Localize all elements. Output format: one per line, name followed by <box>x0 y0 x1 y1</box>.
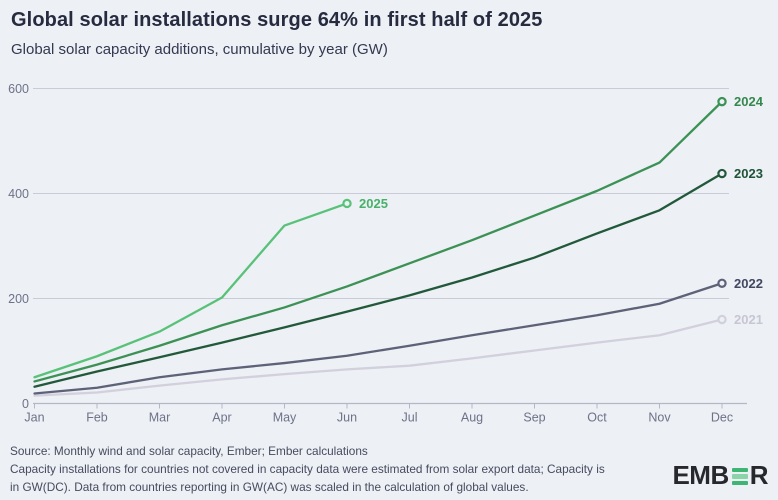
x-tick-label-Aug: Aug <box>461 411 483 425</box>
x-tick-label-Apr: Apr <box>212 411 231 425</box>
ember-logo-text-after: R <box>749 460 769 490</box>
series-endpoint-2024 <box>717 96 727 107</box>
page-subtitle: Global solar capacity additions, cumulat… <box>11 41 388 58</box>
series-line-2023 <box>33 172 724 388</box>
source-line: Source: Monthly wind and solar capacity,… <box>10 444 368 458</box>
series-label-2021: 2021 <box>734 312 763 327</box>
source-note: Source: Monthly wind and solar capacity,… <box>10 442 670 496</box>
page-title: Global solar installations surge 64% in … <box>11 9 543 31</box>
y-tick-label-200: 200 <box>8 292 29 306</box>
series-label-2025: 2025 <box>359 196 388 211</box>
series-endpoint-2023 <box>717 168 727 179</box>
x-tick-label-May: May <box>273 411 297 425</box>
series-line-2025 <box>33 202 349 379</box>
y-tick-label-600: 600 <box>8 82 29 96</box>
source-line: in GW(DC). Data from countries reporting… <box>10 480 529 494</box>
source-line: Capacity installations for countries not… <box>10 462 605 476</box>
y-tick-label-0: 0 <box>22 397 29 411</box>
ember-logo: EMB R <box>672 462 768 488</box>
x-tick-label-Jul: Jul <box>402 411 418 425</box>
x-tick-label-Dec: Dec <box>711 411 733 425</box>
series-line-2021 <box>33 318 724 397</box>
x-tick-label-Nov: Nov <box>648 411 671 425</box>
series-endpoint-2022 <box>717 278 727 288</box>
x-tick-label-Jan: Jan <box>24 411 44 425</box>
x-tick-label-Sep: Sep <box>523 411 545 425</box>
series-label-2024: 2024 <box>734 94 764 109</box>
y-tick-label-400: 400 <box>8 187 29 201</box>
series-endpoint-2021 <box>717 314 727 325</box>
series-line-2024 <box>33 100 724 383</box>
ember-logo-e-icon <box>731 467 748 486</box>
series-label-2023: 2023 <box>734 166 763 181</box>
ember-logo-text-before: EMB <box>672 460 729 490</box>
series-label-2022: 2022 <box>734 276 763 291</box>
x-tick-label-Jun: Jun <box>337 411 357 425</box>
x-tick-label-Feb: Feb <box>86 411 108 425</box>
series-endpoint-2025 <box>342 198 352 209</box>
chart-header: Global solar installations surge 64% in … <box>11 9 767 58</box>
x-tick-label-Mar: Mar <box>149 411 171 425</box>
x-tick-label-Oct: Oct <box>587 411 607 425</box>
series-line-2022 <box>33 282 724 395</box>
